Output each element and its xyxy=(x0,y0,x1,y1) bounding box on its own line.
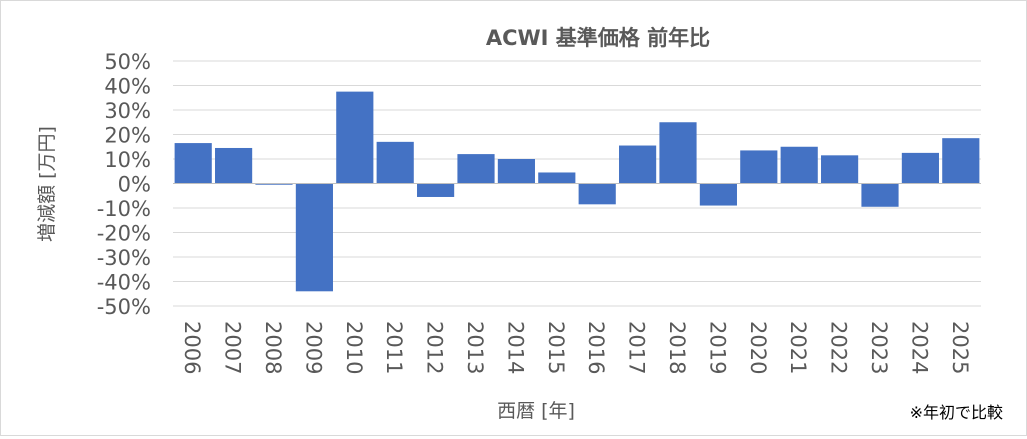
x-axis-tick-labels: 2006 2007 2008 2009 2010 2011 2012 2013 2014 2015… xyxy=(180,321,972,374)
x-tick-label: 2016 xyxy=(584,321,608,374)
bar-2016 xyxy=(578,183,616,205)
x-tick-label: 2020 xyxy=(746,321,770,374)
bar-2009 xyxy=(295,183,333,292)
chart-title: ACWI 基準価格 前年比 xyxy=(486,26,710,50)
x-tick-label: 2008 xyxy=(261,321,285,374)
bar-2024 xyxy=(901,152,939,184)
bar-2021 xyxy=(780,146,818,184)
bar-2006 xyxy=(174,143,212,184)
bar-2010 xyxy=(336,91,374,184)
y-tick-label: 0% xyxy=(118,173,151,197)
y-tick-label: 20% xyxy=(104,124,151,148)
x-tick-label: 2018 xyxy=(665,321,689,374)
bar-2007 xyxy=(215,147,253,184)
bar-2013 xyxy=(457,154,495,184)
bar-2014 xyxy=(497,159,535,184)
bar-2022 xyxy=(821,155,859,184)
x-tick-label: 2024 xyxy=(907,321,931,374)
x-tick-label: 2006 xyxy=(180,321,204,374)
y-axis-label: 増減額 [万円] xyxy=(36,126,58,242)
y-tick-label: 40% xyxy=(104,75,151,99)
x-tick-label: 2025 xyxy=(948,321,972,374)
bar-2018 xyxy=(659,122,697,184)
y-tick-label: -20% xyxy=(97,222,151,246)
y-tick-label: 30% xyxy=(104,99,151,123)
bar-2008 xyxy=(255,183,293,185)
x-tick-label: 2021 xyxy=(786,321,810,374)
x-tick-label: 2015 xyxy=(544,321,568,374)
x-tick-label: 2019 xyxy=(705,321,729,374)
x-tick-label: 2011 xyxy=(382,321,406,374)
x-tick-label: 2010 xyxy=(342,321,366,374)
y-tick-label: -40% xyxy=(97,271,151,295)
y-tick-label: 10% xyxy=(104,148,151,172)
x-tick-label: 2007 xyxy=(221,321,245,374)
bar-2020 xyxy=(740,150,778,184)
bar-2012 xyxy=(417,183,455,197)
comparison-note: ※年初で比較 xyxy=(910,403,1003,422)
x-tick-label: 2023 xyxy=(867,321,891,374)
y-tick-label: 50% xyxy=(104,50,151,74)
bar-2019 xyxy=(699,183,737,206)
bars xyxy=(174,91,980,292)
y-tick-label: -50% xyxy=(97,295,151,319)
bar-2017 xyxy=(619,145,657,184)
bar-2025 xyxy=(942,138,980,184)
bar-2011 xyxy=(376,141,414,184)
x-tick-label: 2017 xyxy=(625,321,649,374)
bar-2015 xyxy=(538,172,576,184)
y-tick-label: -30% xyxy=(97,246,151,270)
y-axis-tick-labels: 50%40%30%20%10%0%-10%-20%-30%-40%-50% xyxy=(97,50,151,319)
x-axis-label: 西暦 [年] xyxy=(497,400,575,422)
x-tick-label: 2013 xyxy=(463,321,487,374)
bar-2023 xyxy=(861,183,899,207)
x-tick-label: 2009 xyxy=(301,321,325,374)
x-tick-label: 2022 xyxy=(827,321,851,374)
x-tick-label: 2012 xyxy=(423,321,447,374)
x-tick-label: 2014 xyxy=(503,321,527,374)
y-tick-label: -10% xyxy=(97,197,151,221)
